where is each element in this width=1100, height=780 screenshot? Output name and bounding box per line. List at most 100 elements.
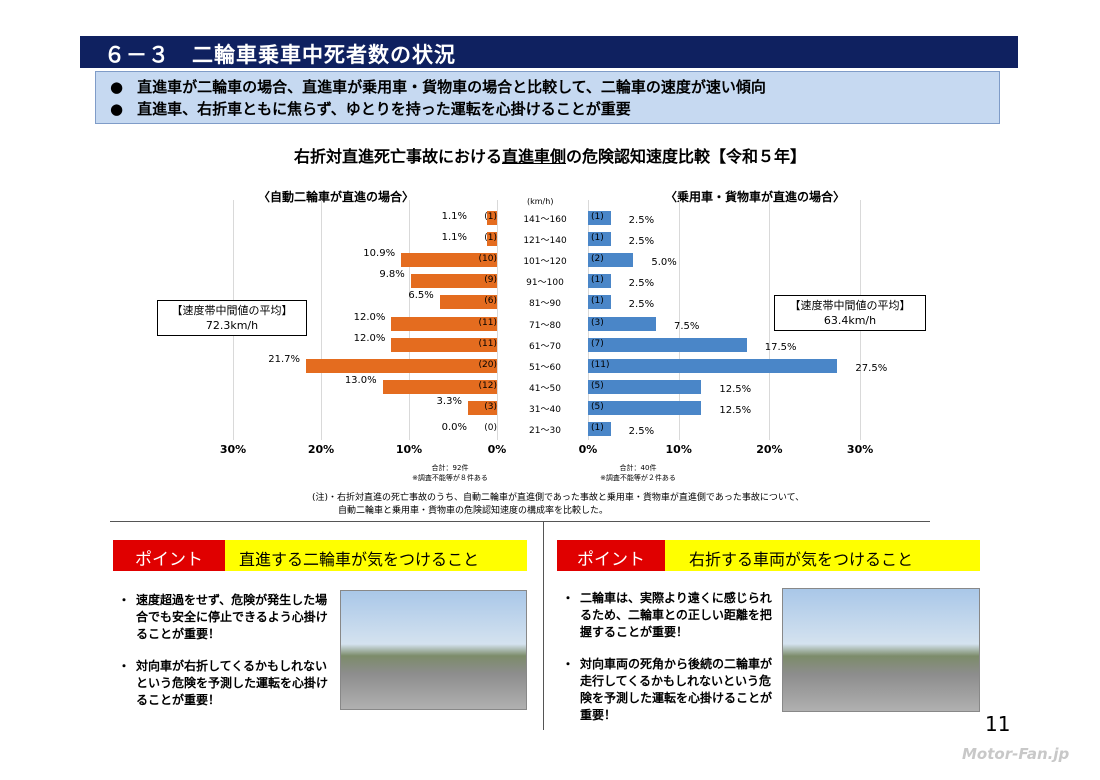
bar-right [588,316,657,331]
bar-value-label: 12.5% [719,383,752,395]
note-line: 自動二輪車と乗用車・貨物車の危険認知速度の構成率を比較した。 [338,506,609,516]
category-label: 51～60 [529,362,561,373]
bar-count-label: (1) [484,233,497,244]
bar-left [487,232,497,247]
bullet-text: 直進車が二輪車の場合、直進車が乗用車・貨物車の場合と比較して、二輪車の速度が速い… [137,78,766,96]
point-item-text: 対向車が右折してくるかもしれないという危険を予測した運転を心掛けることが重要！ [136,659,329,707]
photo-motorcycle-intersection [340,590,527,710]
bar-value-label: 12.5% [719,404,752,416]
x-tick-label: 0% [578,443,598,456]
bar-count-label: (1) [591,212,604,222]
bar-value-label: 12.0% [353,332,386,344]
x-tick-label: 20% [756,443,783,456]
bar-value-label: 5.0% [651,257,677,269]
chart-note: (注)・右折対直進の死亡事故のうち、自動二輪車が直進側であった事故と乗用車・貨物… [312,492,804,518]
divider-vertical [543,522,544,730]
bar-count-label: (11) [478,317,497,328]
summary-box: ● 直進車が二輪車の場合、直進車が乗用車・貨物車の場合と比較して、二輪車の速度が速… [95,71,1000,124]
bar-value-label: 1.1% [441,232,467,244]
bar-count-label: (1) [591,296,604,307]
footnote: ※調査不能等が８件ある [412,474,488,482]
bullet-icon: ・ [118,593,131,607]
bar-count-label: (3) [591,317,604,328]
page-number: 11 [985,712,1011,736]
category-label: 81～90 [529,299,561,310]
right-series-title: 〈乗用車・貨物車が直進の場合〉 [665,190,846,204]
bar-right [588,400,702,415]
bar-right [588,379,702,394]
bullet-icon: ・ [562,657,575,671]
bar-value-label: 10.9% [363,248,396,260]
bar-value-label: 2.5% [628,299,655,311]
bar-right [588,232,611,247]
bar-value-label: 12.0% [353,311,386,323]
category-label: 121～140 [523,236,567,247]
category-label: 71～80 [529,320,561,331]
avg-value: 72.3km/h [205,319,259,332]
x-tick-label: 10% [665,443,692,456]
bar-value-label: 0.0% [441,422,467,433]
bar-value-label: 2.5% [628,215,655,226]
chart-title-pre: 右折対直進死亡事故における [293,147,502,166]
gridline [497,200,498,440]
unit-label: (km/h) [527,197,554,206]
bar-left [391,316,497,331]
bar-value-label: 17.5% [764,341,797,353]
bar-right [588,274,611,289]
bar-value-label: 2.5% [628,278,655,290]
bar-value-label: 9.8% [379,269,405,281]
bar-left [382,379,497,394]
x-tick-label: 30% [846,443,874,456]
bar-value-label: 7.5% [674,320,700,332]
bar-count-label: (20) [478,359,497,370]
category-label: 61～70 [529,341,561,352]
bullet-icon: ● [110,100,124,118]
bullet-icon: ・ [118,659,131,673]
point-heading-right: 右折する車両が気をつけること [665,540,980,571]
footnote: ※調査不能等が２件ある [600,474,676,482]
point-heading-left: 直進する二輪車が気をつけること [225,540,527,571]
bar-count-label: (2) [591,254,604,265]
bar-value-label: 2.5% [628,426,655,437]
point-item-text: 速度超過をせず、危険が発生した場合でも安全に停止できるよう心掛けることが重要！ [136,593,328,641]
bar-left [439,295,497,310]
category-label: 31～40 [529,404,561,415]
category-label: 91～100 [526,278,564,289]
chart-title-post: の危険認知速度比較【令和５年】 [566,147,807,166]
slide-title: ６－３ 二輪車乗車中死者数の状況 [80,36,1018,68]
point-item: ・対向車両の死角から後続の二輪車が走行してくるかもしれないという危険を予測した運… [562,656,772,724]
bar-count-label: (1) [591,423,604,433]
bar-count-label: (1) [591,233,604,244]
bar-right [588,337,747,352]
summary-bullet: ● 直進車、右折車ともに焦らず、ゆとりを持った運転を心掛けることが重要 [110,98,999,120]
bullet-icon: ・ [562,591,575,605]
point-item: ・対向車が右折してくるかもしれないという危険を予測した運転を心掛けることが重要！ [118,658,330,709]
point-badge-left: ポイント [113,540,225,571]
point-badge-right: ポイント [557,540,665,571]
left-total-note: 合計：92件 ※調査不能等が８件ある [400,463,500,483]
bar-count-label: (12) [478,380,497,391]
bar-right [588,295,611,310]
chart-title: 右折対直進死亡事故における直進車側の危険認知速度比較【令和５年】 [0,143,1100,167]
bar-count-label: (11) [478,338,497,349]
bar-value-label: 6.5% [408,290,434,302]
x-tick-label: 30% [219,443,247,456]
point-item: ・速度超過をせず、危険が発生した場合でも安全に停止できるよう心掛けることが重要！ [118,592,330,643]
summary-bullet: ● 直進車が二輪車の場合、直進車が乗用車・貨物車の場合と比較して、二輪車の速度が速… [110,76,999,98]
bar-count-label: (3) [484,401,497,412]
category-label: 21～30 [529,426,561,436]
bar-right [588,422,611,436]
category-label: 41～50 [529,383,561,394]
bar-count-label: (6) [484,296,497,307]
left-average-box: 【速度帯中間値の平均】 72.3km/h [157,300,307,336]
bar-count-label: (1) [591,275,604,286]
bar-right [588,211,611,225]
bar-value-label: 13.0% [344,374,377,386]
avg-title: 【速度帯中間値の平均】 [789,299,911,312]
gridline [678,200,680,440]
butterfly-chart: 30% 20% 10% 0% 0% 10% 20% 30% 141～160 (1) 1.1% (1) 2… [219,200,887,456]
total: 合計：40件 [619,464,657,472]
avg-title: 【速度帯中間値の平均】 [171,304,293,317]
bar-left [391,337,497,352]
total: 合計：92件 [431,464,469,472]
